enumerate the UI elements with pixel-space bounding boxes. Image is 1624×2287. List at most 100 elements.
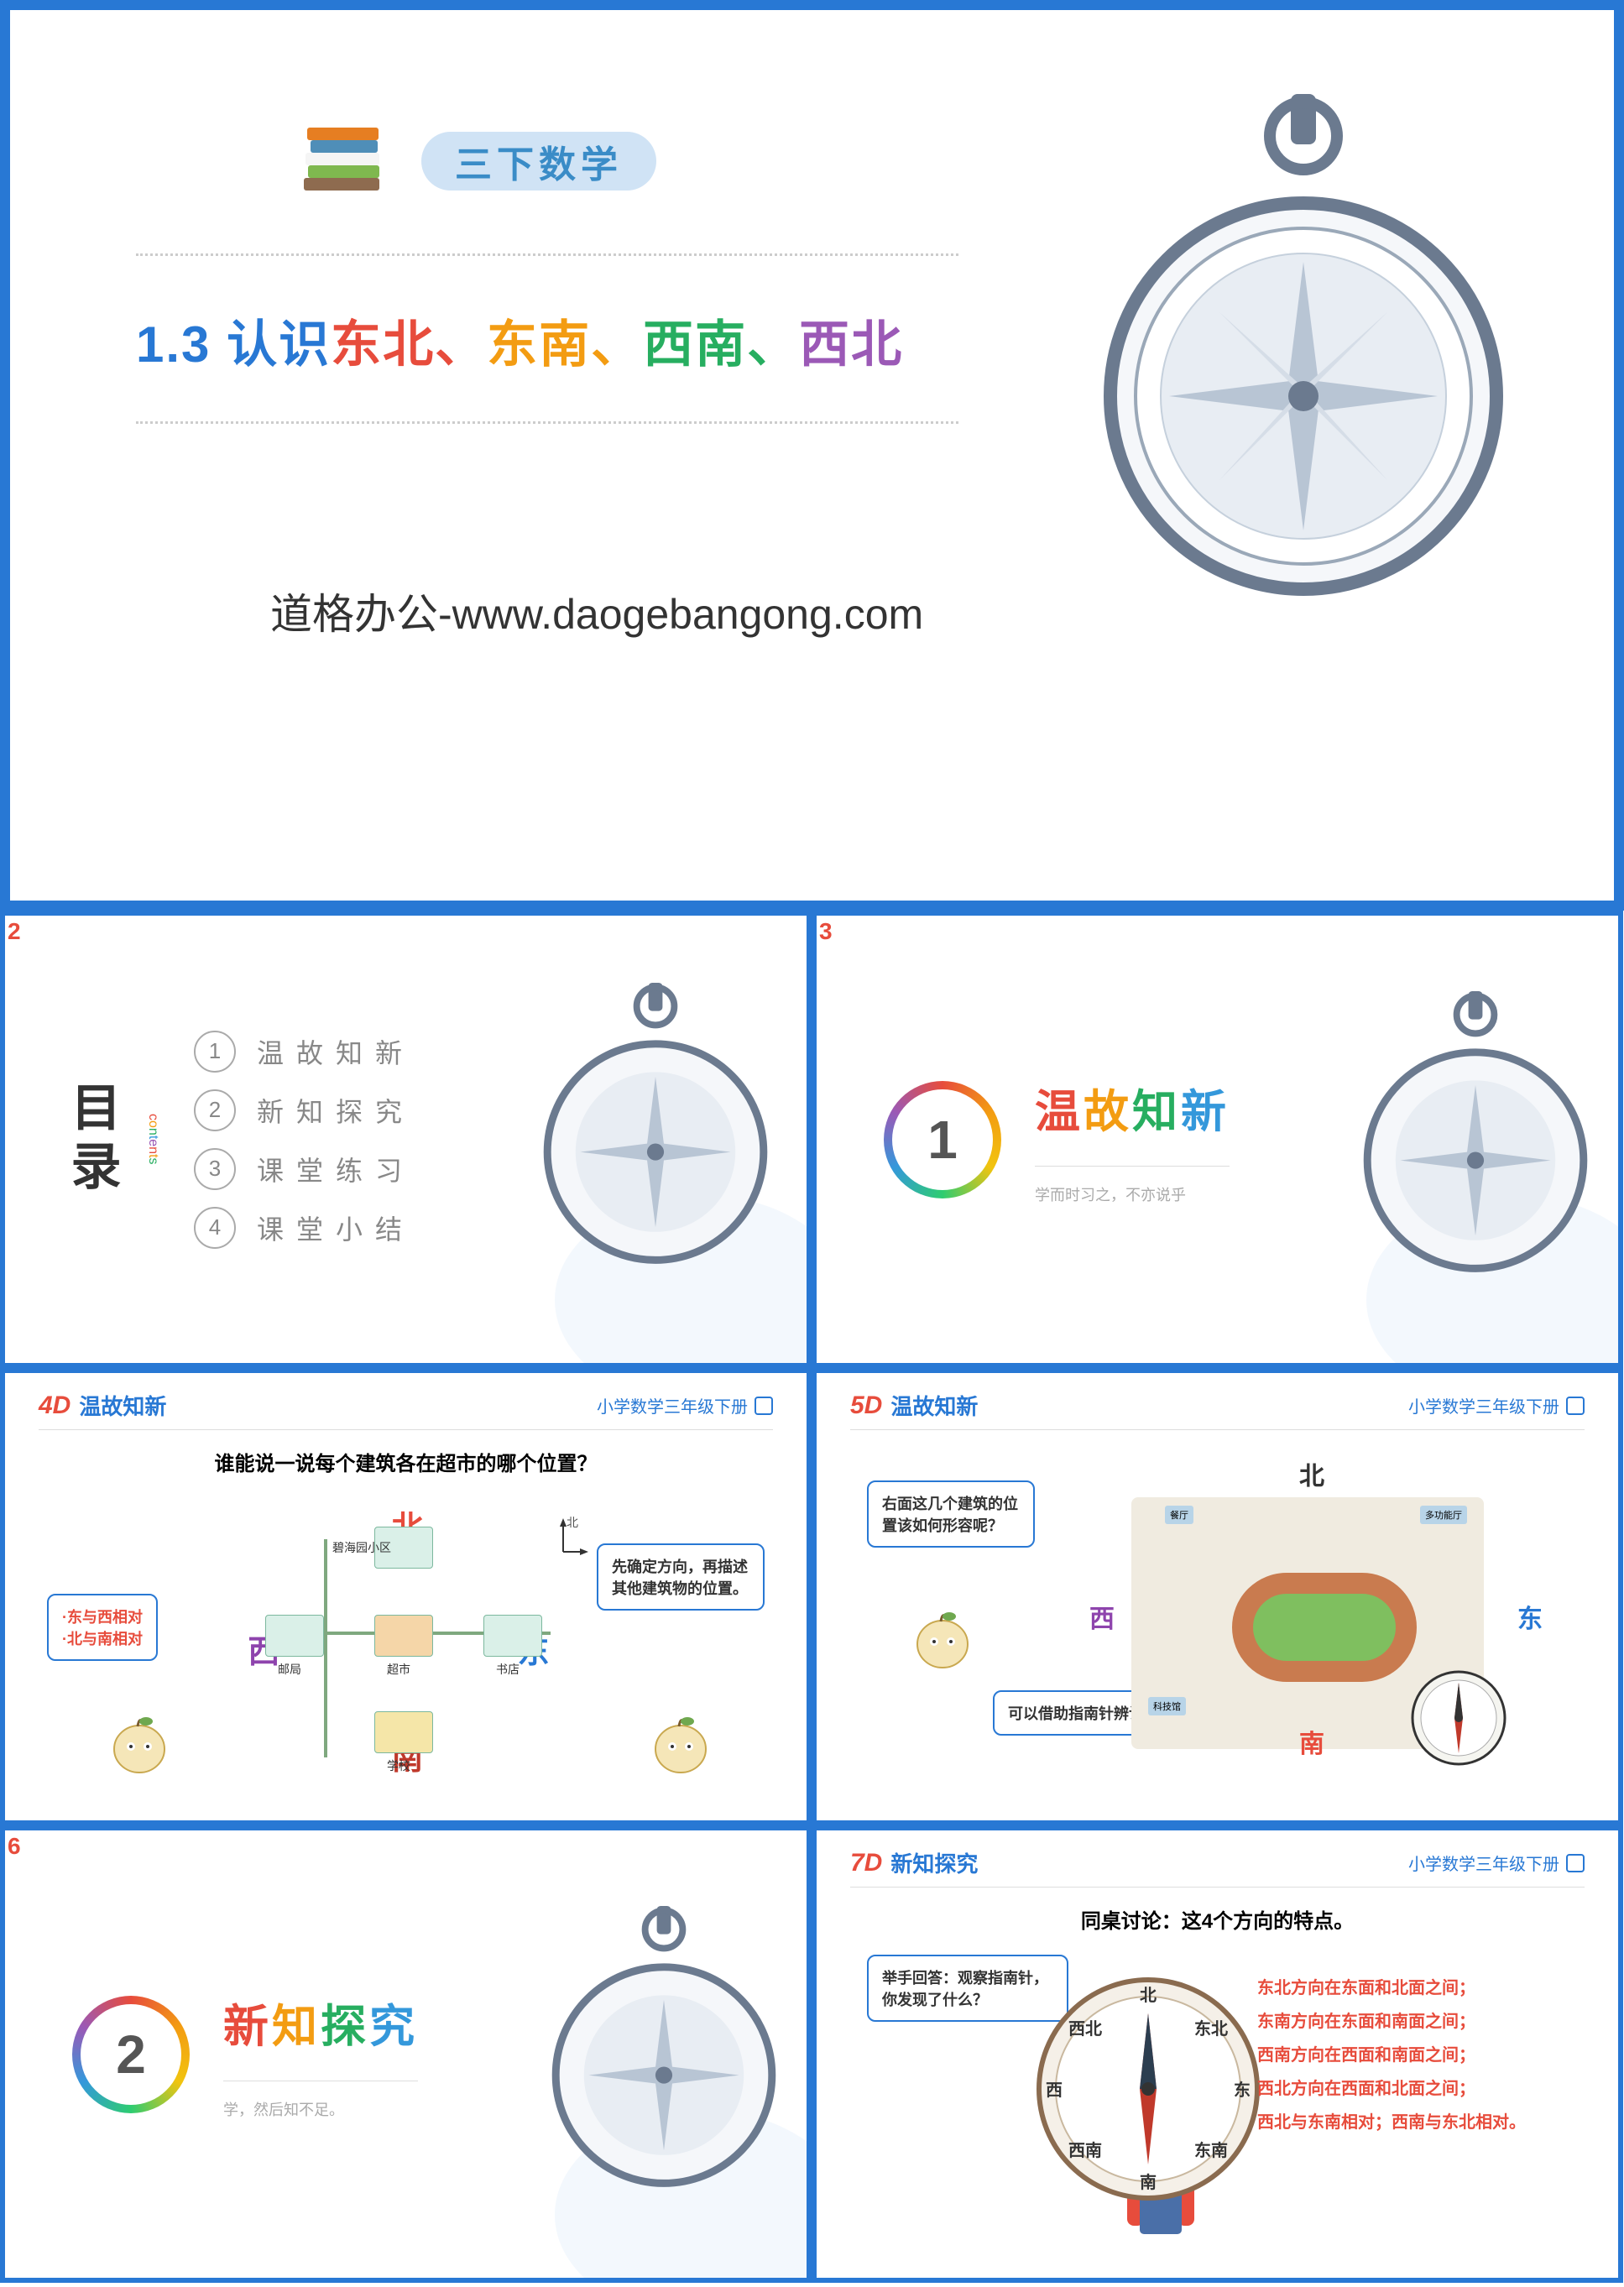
compass-se: 东南 [1194, 2140, 1228, 2160]
label-chaoshi: 超市 [387, 1661, 410, 1678]
section-num-ring: 2 [72, 1996, 190, 2113]
map-area: ·东与西相对 ·北与南相对 北 南 东 西 碧海园小区 [47, 1493, 765, 1787]
compass-sw: 西南 [1068, 2141, 1102, 2160]
header-left: 7D新知探究 [850, 1847, 978, 1878]
title-part-4: 西北 [799, 316, 903, 373]
toc-label: 温故知新 [257, 1032, 415, 1071]
dir-west: 西 [1089, 1598, 1115, 1635]
compass-n: 北 [1140, 1986, 1157, 2005]
edit-icon [755, 1397, 773, 1415]
title-prefix: 1.3 认识 [136, 316, 331, 373]
compass-icon [538, 983, 773, 1285]
slide-7-content: 7D新知探究 小学数学三年级下册 同桌讨论：这4个方向的特点。 举手回答：观察指… [812, 1825, 1623, 2283]
slide-body: 右面这几个建筑的位置该如何形容呢？ 可以借助指南针辨认方向。 餐厅 多功能厅 科… [850, 1430, 1585, 1794]
section-title: 新知探究 [223, 1989, 418, 2055]
edit-icon [1566, 1854, 1585, 1872]
watermark-text: 道格办公-www.daogebangong.com [270, 581, 923, 641]
bldg-keji: 科技馆 [1148, 1697, 1186, 1715]
lesson-title: 1.3 认识东北、东南、西南、西北 [136, 304, 903, 377]
toc-item-4: 4 课堂小结 [194, 1207, 415, 1249]
compass-real-icon [1408, 1668, 1509, 1768]
toc-list: 1 温故知新 2 新知探究 3课堂练习 4 课堂小结 [194, 1014, 415, 1266]
toc-label: 新知探究 [257, 1091, 415, 1130]
toc-item-1: 1 温故知新 [194, 1031, 415, 1073]
divider-bottom [136, 421, 958, 424]
slide-header: 4D 温故知新 小学数学三年级下册 [39, 1390, 773, 1430]
toc-subtitle: contents [145, 1114, 160, 1165]
header-left: 4D 温故知新 [39, 1390, 166, 1421]
section-num-ring: 1 [884, 1081, 1001, 1198]
fact-4: 西北方向在西面和北面之间； [1257, 2072, 1543, 2106]
slide-5-content: 5D温故知新 小学数学三年级下册 右面这几个建筑的位置该如何形容呢？ 可以借助指… [812, 1368, 1623, 1825]
toc-label: 课堂小结 [257, 1209, 415, 1247]
apple-character-icon [909, 1606, 976, 1673]
fact-1: 东北方向在东面和北面之间； [1257, 1971, 1543, 2005]
fact-2: 东南方向在东面和南面之间； [1257, 2005, 1543, 2039]
section-text: 温故知新 学而时习之，不亦说乎 [1035, 1074, 1230, 1205]
section-subtitle: 学而时习之，不亦说乎 [1035, 1166, 1230, 1205]
toc-num: 4 [194, 1207, 236, 1249]
compass-8-directions: 北 东北 东 东南 南 西南 西 西北 [1031, 1971, 1266, 2206]
compass-ne: 东北 [1194, 2018, 1228, 2039]
subject-badge: 三下数学 [421, 132, 656, 191]
toc-item-3: 3课堂练习 [194, 1148, 415, 1190]
slide-body: 同桌讨论：这4个方向的特点。 举手回答：观察指南针，你发现了什么？ 北 东北 东… [850, 1888, 1585, 2251]
thumb-row-1: 2 目录 contents 1温故知新 2新知探究 3课堂练习 4课堂小结 3 … [0, 911, 1624, 1368]
content-container: 4D 温故知新 小学数学三年级下册 谁能说一说每个建筑各在超市的哪个位置？ ·东与… [5, 1373, 807, 1820]
compass-s: 南 [1140, 2173, 1157, 2192]
slide-number: 3 [819, 918, 833, 945]
slide-number: 6 [8, 1833, 21, 1860]
header-title: 温故知新 [79, 1390, 166, 1421]
header-right: 小学数学三年级下册 [597, 1393, 773, 1418]
building-shudian [483, 1615, 542, 1657]
title-part-1: 东北、 [331, 316, 487, 373]
toc-num: 1 [194, 1031, 236, 1073]
slide-2-toc: 2 目录 contents 1温故知新 2新知探究 3课堂练习 4课堂小结 [0, 911, 812, 1368]
books-icon [295, 128, 396, 203]
building-chaoshi [374, 1615, 433, 1657]
section-text: 新知探究 学，然后知不足。 [223, 1989, 418, 2120]
question-text: 谁能说一说每个建筑各在超市的哪个位置？ [47, 1447, 765, 1476]
question-text: 同桌讨论：这4个方向的特点。 [859, 1904, 1576, 1934]
label-shudian: 书店 [496, 1661, 520, 1678]
dir-north: 北 [1299, 1455, 1324, 1492]
slide-4-content: 4D 温故知新 小学数学三年级下册 谁能说一说每个建筑各在超市的哪个位置？ ·东与… [0, 1368, 812, 1825]
fact-5: 西北与东南相对；西南与东北相对。 [1257, 2106, 1543, 2139]
label-xuexiao: 学校 [387, 1757, 410, 1774]
slide-body: 谁能说一说每个建筑各在超市的哪个位置？ ·东与西相对 ·北与南相对 北 南 东 … [39, 1430, 773, 1794]
compass-w: 西 [1046, 2081, 1063, 2100]
header-title: 温故知新 [890, 1390, 978, 1421]
section-num: 2 [81, 2004, 181, 2105]
label-xiaoqu: 碧海园小区 [332, 1539, 391, 1556]
compass-e: 东 [1234, 2080, 1251, 2100]
title-part-2: 东南、 [487, 316, 643, 373]
title-part-3: 西南、 [643, 316, 799, 373]
thumb-row-2: 4D 温故知新 小学数学三年级下册 谁能说一说每个建筑各在超市的哪个位置？ ·东与… [0, 1368, 1624, 1825]
toc-item-2: 2 新知探究 [194, 1089, 415, 1131]
label-youju: 邮局 [278, 1661, 301, 1678]
section-num: 1 [892, 1089, 993, 1190]
slide-6-section: 6 2 新知探究 学，然后知不足。 [0, 1825, 812, 2283]
thumb-row-3: 6 2 新知探究 学，然后知不足。 7D新知探究 小学数学三年级下册 同桌讨论：… [0, 1825, 1624, 2283]
road-vertical [324, 1539, 327, 1757]
bldg-canting: 餐厅 [1165, 1506, 1193, 1524]
slide-header: 5D温故知新 小学数学三年级下册 [850, 1390, 1585, 1430]
bldg-duogong: 多功能厅 [1420, 1506, 1467, 1524]
logo-4d: 4D [39, 1392, 70, 1420]
toc-num: 2 [194, 1089, 236, 1131]
slide-3-section: 3 1 温故知新 学而时习之，不亦说乎 [812, 911, 1623, 1368]
content-container: 5D温故知新 小学数学三年级下册 右面这几个建筑的位置该如何形容呢？ 可以借助指… [817, 1373, 1618, 1820]
section-subtitle: 学，然后知不足。 [223, 2081, 418, 2120]
compass-nw: 西北 [1068, 2019, 1102, 2039]
speech-top: 右面这几个建筑的位置该如何形容呢？ [867, 1480, 1035, 1548]
toc-label: 课堂练习 [257, 1150, 415, 1188]
header-left: 5D 温故知新 [850, 1390, 978, 1421]
dir-south: 南 [1299, 1723, 1324, 1760]
direction-facts: 东北方向在东面和北面之间； 东南方向在东面和南面之间； 西南方向在西面和南面之间… [1257, 1971, 1543, 2139]
main-slide: 三下数学 1.3 认识东北、东南、西南、西北 道格办公-www.daogeban… [0, 0, 1624, 911]
logo-5d: 5D [850, 1392, 882, 1420]
building-xuexiao [374, 1711, 433, 1753]
compass-icon [1358, 991, 1593, 1293]
header-title: 新知探究 [890, 1847, 978, 1878]
header-right: 小学数学三年级下册 [1408, 1851, 1585, 1875]
